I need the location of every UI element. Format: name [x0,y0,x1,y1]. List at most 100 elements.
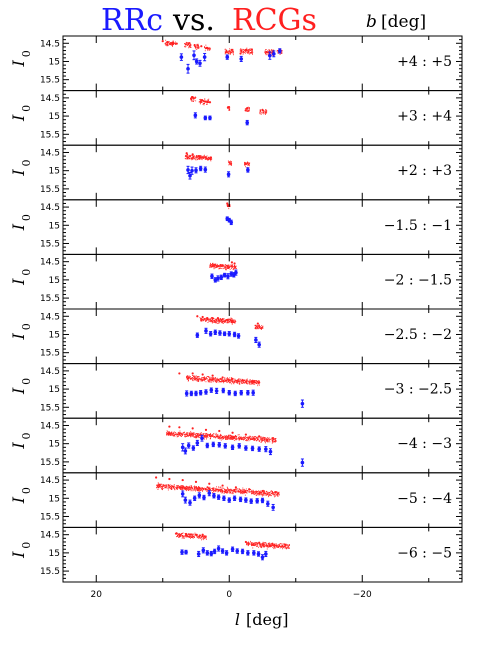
rcg-cloud-dot [203,537,205,539]
rcg-cloud-dot [210,377,212,379]
rcg-cloud-dot [206,433,208,435]
y-axis-label: I0 [9,323,33,340]
rcg-cloud-dot [269,440,270,442]
rcg-cloud-dot [238,383,240,385]
rrc-point [198,390,203,395]
rcg-cloud-dot [193,97,195,98]
rcg-cloud-dot [204,380,205,382]
rcg-cloud-dot [238,437,240,438]
rcg-cloud-dot [199,434,201,436]
rcg-cloud-dot [190,537,192,538]
rcg-cloud-dot [230,265,232,267]
rcg-cloud-dot [249,381,251,383]
rcg-cloud-dot [234,382,235,383]
rcg-cloud-dot [235,492,237,494]
rcg-cloud-dot [213,488,215,490]
rcg-cloud-dot [204,435,206,437]
rcg-cloud-dot [282,543,284,545]
rcg-point [204,428,208,431]
rcg-cloud-dot [253,437,254,439]
rcg-cloud-dot [249,108,250,110]
rcg-cloud-dot [229,489,231,491]
rcg-cloud-dot [182,488,184,489]
rcg-cloud-dot [256,491,258,493]
rcg-cloud-dot [225,380,226,382]
rcg-cloud-dot [257,324,259,326]
rcg-cloud-dot [201,537,202,539]
rcg-cloud-dot [193,155,195,156]
rcg-cloud-dot [176,536,177,538]
rcg-cloud-dot [265,112,267,114]
rcg-cloud-dot [233,437,235,438]
rcg-cloud-dot [187,156,189,158]
rcg-cloud-dot [166,486,167,488]
rcg-cloud-dot [175,487,177,489]
rcg-cloud-dot [211,490,212,492]
rcg-cloud-dot [187,533,189,534]
rrc-point [202,495,206,500]
rcg-cloud-dot [264,438,266,440]
rcg-cloud-dot [234,436,236,438]
rcg-cloud-dot [196,45,198,47]
rcg-cloud-dot [229,268,231,270]
rcg-cloud-dot [261,545,263,547]
rcg-cloud-dot [262,112,264,114]
rcg-cloud-dot [248,490,250,492]
rrc-point [203,116,208,120]
rcg-cloud-dot [231,437,232,439]
rcg-cloud-dot [192,157,194,159]
rcg-cloud-dot [210,381,212,383]
rcg-cloud-dot [264,546,266,547]
rcg-cloud-dot [252,51,254,53]
rcg-cloud-dot [239,381,241,383]
rcg-cloud-dot [205,44,207,46]
rcg-cloud-dot [213,264,215,265]
rcg-cloud-dot [233,322,234,323]
rcg-point [233,262,236,265]
rcg-cloud-dot [219,265,221,267]
rcg-point [248,488,251,491]
rcg-cloud-dot [271,545,273,547]
rcg-cloud-dot [263,110,265,112]
rcg-cloud-dot [193,432,195,434]
rcg-cloud-dot [232,435,234,437]
rcg-cloud-dot [229,379,231,380]
rcg-cloud-dot [209,48,211,50]
b-range-label: −2 : −1.5 [384,272,452,288]
title-rrc: RRc [101,3,163,38]
rcg-cloud-dot [209,320,210,322]
rcg-cloud-dot [205,377,207,379]
rcg-cloud-dot [273,437,275,439]
rcg-cloud-dot [271,442,273,444]
rcg-cloud-dot [176,487,178,489]
rcg-cloud-dot [158,484,160,485]
rrc-point [300,460,305,465]
rcg-cloud-dot [236,488,238,490]
rcg-cloud-dot [202,157,203,159]
rcg-cloud-dot [206,438,207,440]
rcg-cloud-dot [223,487,225,489]
rcg-cloud-dot [229,379,231,381]
rcg-cloud [186,375,260,387]
rrc-point [234,270,238,275]
rcg-cloud-dot [219,489,221,491]
rcg-cloud-dot [224,435,226,437]
rcg-cloud-dot [231,438,233,440]
rcg-cloud-dot [250,49,252,51]
y-axis-label-sub: 0 [20,214,33,221]
rcg-cloud-dot [257,327,258,329]
rcg-cloud-dot [217,488,219,490]
rcg-cloud-dot [255,325,257,327]
rcg-cloud-dot [256,438,258,440]
rcg-cloud-dot [234,437,236,439]
rcg-cloud-dot [232,438,233,440]
y-axis-label-text: I [9,442,28,450]
rcg-cloud-dot [274,495,276,497]
rrc-point [204,390,208,394]
rcg-cloud-dot [251,383,253,385]
rrc-point [254,338,258,342]
rcg-cloud-dot [194,98,196,99]
rcg-cloud-dot [214,319,216,321]
rcg-cloud-dot [207,99,209,101]
rcg-cloud-dot [259,327,261,329]
